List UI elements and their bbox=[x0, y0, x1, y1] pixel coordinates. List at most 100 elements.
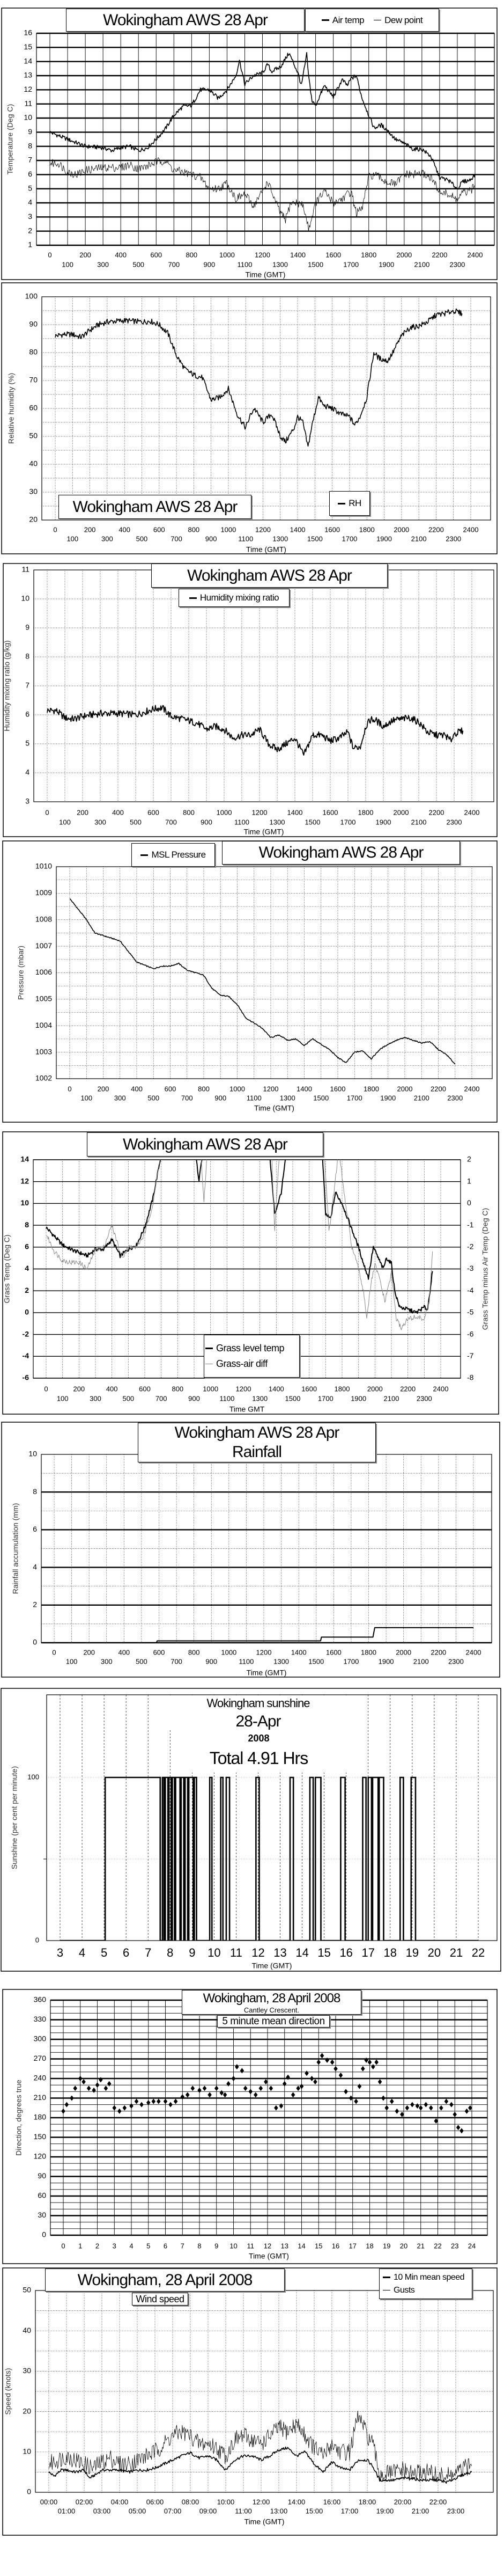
y-axis-title: Grass Temp (Deg C) bbox=[3, 1234, 11, 1303]
scatter-point bbox=[146, 2100, 151, 2106]
y-axis-title: Direction, degrees true bbox=[14, 2080, 23, 2156]
series-line-humidity-mixing-ratio bbox=[47, 705, 464, 756]
legend-label: Grass-air diff bbox=[216, 1358, 268, 1369]
y-tick-label: 11 bbox=[24, 99, 32, 107]
scatter-point bbox=[361, 2066, 365, 2072]
x-tick-label: 1400 bbox=[269, 1385, 284, 1393]
x-tick-label: 900 bbox=[204, 260, 216, 268]
y-tick-label: 300 bbox=[34, 2035, 47, 2043]
chart-7-total: Total 4.91 Hrs bbox=[209, 1748, 308, 1768]
x-tick-label: 18 bbox=[384, 1946, 397, 1959]
x-tick-label: 1900 bbox=[379, 1657, 394, 1665]
legend-label: MSL Pressure bbox=[151, 850, 206, 860]
x-tick-label: 600 bbox=[153, 1648, 165, 1656]
x-axis-title: Time (GMT) bbox=[249, 2252, 289, 2260]
x-tick-label: 1800 bbox=[335, 1385, 350, 1393]
x-tick-label: 1800 bbox=[358, 808, 374, 816]
y-tick-label: 180 bbox=[34, 2113, 47, 2121]
x-tick-label: 19 bbox=[383, 2242, 390, 2250]
chart-7-title-area: Wokingham sunshine 28-Apr bbox=[161, 1695, 355, 1730]
x-tick-label: 11 bbox=[247, 2242, 255, 2250]
x-tick-label: 600 bbox=[139, 1385, 151, 1393]
y-tick-label: 2 bbox=[33, 1600, 37, 1609]
x-tick-label: 2200 bbox=[400, 1385, 416, 1393]
x-tick-label: 1600 bbox=[324, 525, 340, 533]
y-tick-label: 360 bbox=[34, 1995, 47, 2004]
x-tick-label: 1400 bbox=[287, 808, 303, 816]
scatter-point bbox=[434, 2118, 439, 2124]
chart-frame bbox=[2, 1989, 498, 2264]
x-tick-label: 0 bbox=[45, 808, 49, 816]
x-tick-label: 1300 bbox=[280, 1094, 295, 1102]
x-tick-label: 20 bbox=[400, 2242, 407, 2250]
x-tick-label: 1800 bbox=[359, 525, 375, 533]
y-axis-title: Relative humidity (%) bbox=[7, 373, 16, 444]
x-tick-label: 2100 bbox=[413, 1657, 429, 1665]
scatter-point bbox=[344, 2089, 348, 2095]
x-tick-label: 2200 bbox=[431, 1085, 446, 1093]
y-tick-label: 1004 bbox=[35, 1021, 52, 1029]
series-line-gusts bbox=[48, 2410, 472, 2483]
chart-frame bbox=[1, 1422, 500, 1678]
y-tick-label: 100 bbox=[27, 1773, 39, 1781]
x-tick-label: 500 bbox=[136, 1657, 147, 1665]
y-tick-label: 20 bbox=[23, 2406, 31, 2415]
y-tick-label: 40 bbox=[23, 2326, 31, 2334]
series-line-10-min-mean-speed bbox=[48, 2446, 472, 2484]
y-tick-label: 80 bbox=[29, 348, 38, 356]
series-line-grass-level-temp bbox=[46, 1160, 433, 1314]
x-tick-label: 1000 bbox=[219, 251, 235, 259]
y-axis-title: Humidity mixing ratio (g/kg) bbox=[3, 640, 11, 731]
y-tick-label: 150 bbox=[34, 2132, 47, 2141]
legend-swatch bbox=[321, 19, 329, 21]
y2-axis-title: Grass Temp minus Air Temp (Deg C) bbox=[481, 1208, 490, 1330]
x-tick-label: 700 bbox=[165, 818, 177, 826]
x-tick-label: 2000 bbox=[367, 1385, 383, 1393]
x-tick-label: 1800 bbox=[361, 251, 376, 259]
x-tick-label: 1300 bbox=[252, 1394, 268, 1402]
scatter-point bbox=[299, 2083, 304, 2089]
x-tick-label: 6 bbox=[164, 2242, 167, 2250]
x-tick-label: 100 bbox=[66, 1657, 78, 1665]
x-tick-label: 19 bbox=[406, 1946, 419, 1959]
x-tick-label: 1500 bbox=[305, 818, 321, 826]
x-tick-label: 600 bbox=[150, 251, 162, 259]
chart-1-title: Wokingham AWS 28 Apr bbox=[66, 9, 305, 32]
scatter-point bbox=[173, 2098, 178, 2104]
chart-8-label: 5 minute mean direction bbox=[217, 2015, 330, 2028]
scatter-point bbox=[151, 2098, 156, 2104]
x-tick-label: 2100 bbox=[414, 260, 429, 268]
scatter-point bbox=[78, 2076, 83, 2081]
scatter-point bbox=[180, 2094, 184, 2100]
x-tick-label: 1800 bbox=[361, 1648, 376, 1656]
x-tick-label: 2200 bbox=[432, 251, 447, 259]
y-tick-label: 60 bbox=[38, 2191, 46, 2200]
y-tick-label: 90 bbox=[38, 2171, 46, 2180]
x-tick-label: 800 bbox=[198, 1085, 210, 1093]
y-tick-label: 240 bbox=[34, 2074, 47, 2082]
x-tick-label: 2400 bbox=[433, 1385, 449, 1393]
chart-5-title: Wokingham AWS 28 Apr bbox=[87, 1132, 323, 1157]
scatter-point bbox=[202, 2085, 207, 2091]
y-tick-label: 16 bbox=[24, 28, 32, 37]
x-tick-label: 15:00 bbox=[306, 2507, 323, 2515]
x-tick-label: 2300 bbox=[447, 818, 462, 826]
y-tick-label: 1005 bbox=[35, 994, 52, 1003]
x-axis-title: Time (GMT) bbox=[254, 1104, 294, 1113]
x-tick-label: 2100 bbox=[384, 1394, 399, 1402]
y-tick-label: 9 bbox=[25, 623, 29, 632]
x-tick-label: 1400 bbox=[291, 1648, 307, 1656]
scatter-point bbox=[168, 2102, 173, 2107]
x-tick-label: 0 bbox=[48, 251, 51, 259]
x-tick-label: 2100 bbox=[411, 535, 427, 543]
y-axis-title: Pressure (mbar) bbox=[17, 946, 25, 1000]
scatter-point bbox=[415, 2103, 420, 2109]
x-tick-label: 1700 bbox=[340, 818, 356, 826]
x-tick-label: 1600 bbox=[326, 1648, 342, 1656]
y-tick-label: 6 bbox=[33, 1525, 37, 1533]
legend-swatch bbox=[338, 502, 346, 504]
y-tick-label: 7 bbox=[25, 681, 29, 690]
legend-label: Air temp bbox=[332, 14, 365, 25]
y-tick-label: 40 bbox=[29, 459, 38, 468]
scatter-point bbox=[354, 2098, 358, 2104]
